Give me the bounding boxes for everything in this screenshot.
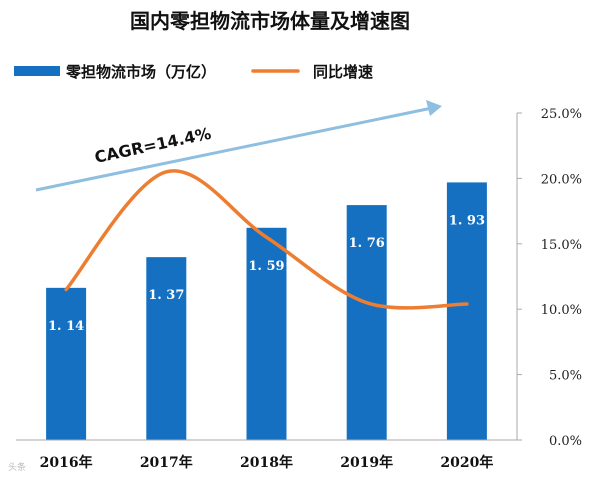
bar-data-label-3: 1. 59: [248, 259, 284, 274]
legend-swatch-bar: [14, 66, 60, 76]
right-y-axis-ticks: 0.0% 5.0% 10.0% 15.0% 20.0% 25.0%: [517, 107, 582, 449]
y-tick-label-3: 10.0%: [541, 303, 582, 318]
legend-label-bar: 零担物流市场（万亿）: [65, 63, 216, 81]
bar-1: [46, 287, 87, 440]
legend-label-line: 同比增速: [313, 63, 373, 81]
cagr-arrow-line: [35, 106, 433, 192]
y-tick-label-6: 25.0%: [541, 107, 582, 122]
x-tick-label-5: 2020年: [440, 454, 493, 471]
y-tick-label-4: 15.0%: [541, 238, 582, 253]
watermark: 头条: [8, 461, 26, 473]
chart-title: 国内零担物流市场体量及增速图: [130, 9, 410, 33]
cagr-arrow-head: [426, 100, 442, 116]
bar-5: [446, 182, 487, 440]
bar-data-label-1: 1. 14: [48, 319, 84, 334]
bar-data-labels: 1. 14 1. 37 1. 59 1. 76 1. 93: [48, 213, 485, 333]
y-tick-label-1: 0.0%: [549, 434, 582, 449]
bar-2: [146, 257, 187, 440]
bar-data-label-5: 1. 93: [449, 213, 485, 228]
bar-4: [346, 205, 387, 440]
growth-rate-line: [64, 169, 469, 310]
x-tick-label-3: 2018年: [240, 454, 293, 471]
y-tick-label-5: 20.0%: [541, 172, 582, 187]
x-tick-label-1: 2016年: [40, 454, 93, 471]
bar-data-label-2: 1. 37: [148, 288, 184, 303]
y-tick-label-2: 5.0%: [549, 369, 582, 384]
bar-data-label-4: 1. 76: [349, 236, 385, 251]
cagr-annotation: CAGR=14.4%: [35, 100, 442, 192]
cagr-label: CAGR=14.4%: [93, 124, 213, 167]
bar-series: [46, 182, 487, 440]
x-axis-ticks: 2016年 2017年 2018年 2019年 2020年: [40, 454, 494, 471]
legend: 零担物流市场（万亿） 同比增速: [14, 63, 373, 81]
x-tick-label-4: 2019年: [340, 454, 393, 471]
bar-3: [246, 227, 287, 440]
x-tick-label-2: 2017年: [140, 454, 193, 471]
